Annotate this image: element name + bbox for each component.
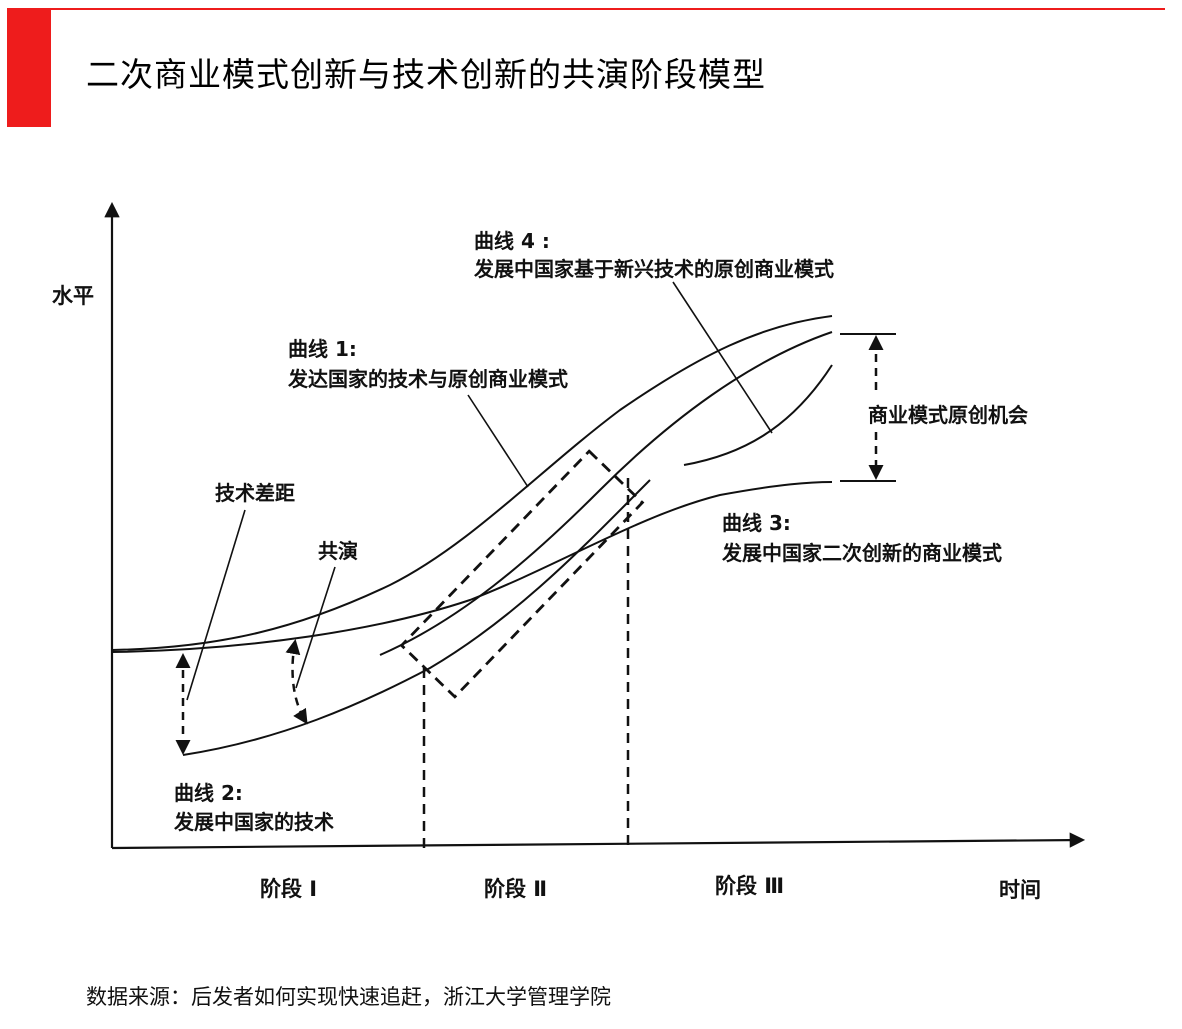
coevolution-arrow bbox=[285, 639, 308, 725]
curve-1-leader bbox=[467, 394, 529, 488]
stage-label-3: 阶段 Ⅲ bbox=[715, 874, 784, 898]
curve-3-line bbox=[111, 481, 833, 653]
page-title: 二次商业模式创新与技术创新的共演阶段模型 bbox=[86, 55, 766, 94]
curve-1-title: 曲线 1: bbox=[288, 337, 357, 361]
curve-1-line bbox=[111, 315, 833, 651]
curve-2-line bbox=[182, 479, 651, 756]
tech-gap-leader bbox=[186, 509, 246, 701]
stage-label-2: 阶段 Ⅱ bbox=[484, 877, 547, 901]
curve-1-inner-line bbox=[379, 331, 833, 656]
curve-3-title: 曲线 3: bbox=[722, 511, 791, 535]
x-axis-label: 时间 bbox=[999, 878, 1041, 902]
curve-4-title: 曲线 4 : bbox=[474, 229, 550, 253]
header-rule bbox=[51, 8, 1165, 10]
curve-4-leader bbox=[672, 281, 773, 434]
y-axis-label: 水平 bbox=[52, 284, 94, 308]
curve-2-title: 曲线 2: bbox=[174, 781, 243, 805]
coevolution-zone-box bbox=[399, 449, 645, 699]
coevolution-leader bbox=[295, 566, 336, 689]
curve-3-desc: 发展中国家二次创新的商业模式 bbox=[721, 541, 1002, 565]
coevolution-label: 共演 bbox=[318, 539, 358, 563]
x-axis bbox=[111, 832, 1086, 850]
opportunity-label: 商业模式原创机会 bbox=[868, 403, 1028, 427]
curve-1-desc: 发达国家的技术与原创商业模式 bbox=[287, 367, 568, 391]
tech-gap-label: 技术差距 bbox=[215, 481, 295, 505]
title-accent-bar bbox=[7, 8, 51, 127]
source-note: 数据来源：后发者如何实现快速追赶，浙江大学管理学院 bbox=[86, 985, 611, 1009]
curve-4-desc: 发展中国家基于新兴技术的原创商业模式 bbox=[473, 257, 834, 281]
stage-label-1: 阶段 Ⅰ bbox=[260, 877, 317, 901]
curve-2-desc: 发展中国家的技术 bbox=[173, 810, 334, 834]
curve-4-line bbox=[683, 364, 833, 466]
